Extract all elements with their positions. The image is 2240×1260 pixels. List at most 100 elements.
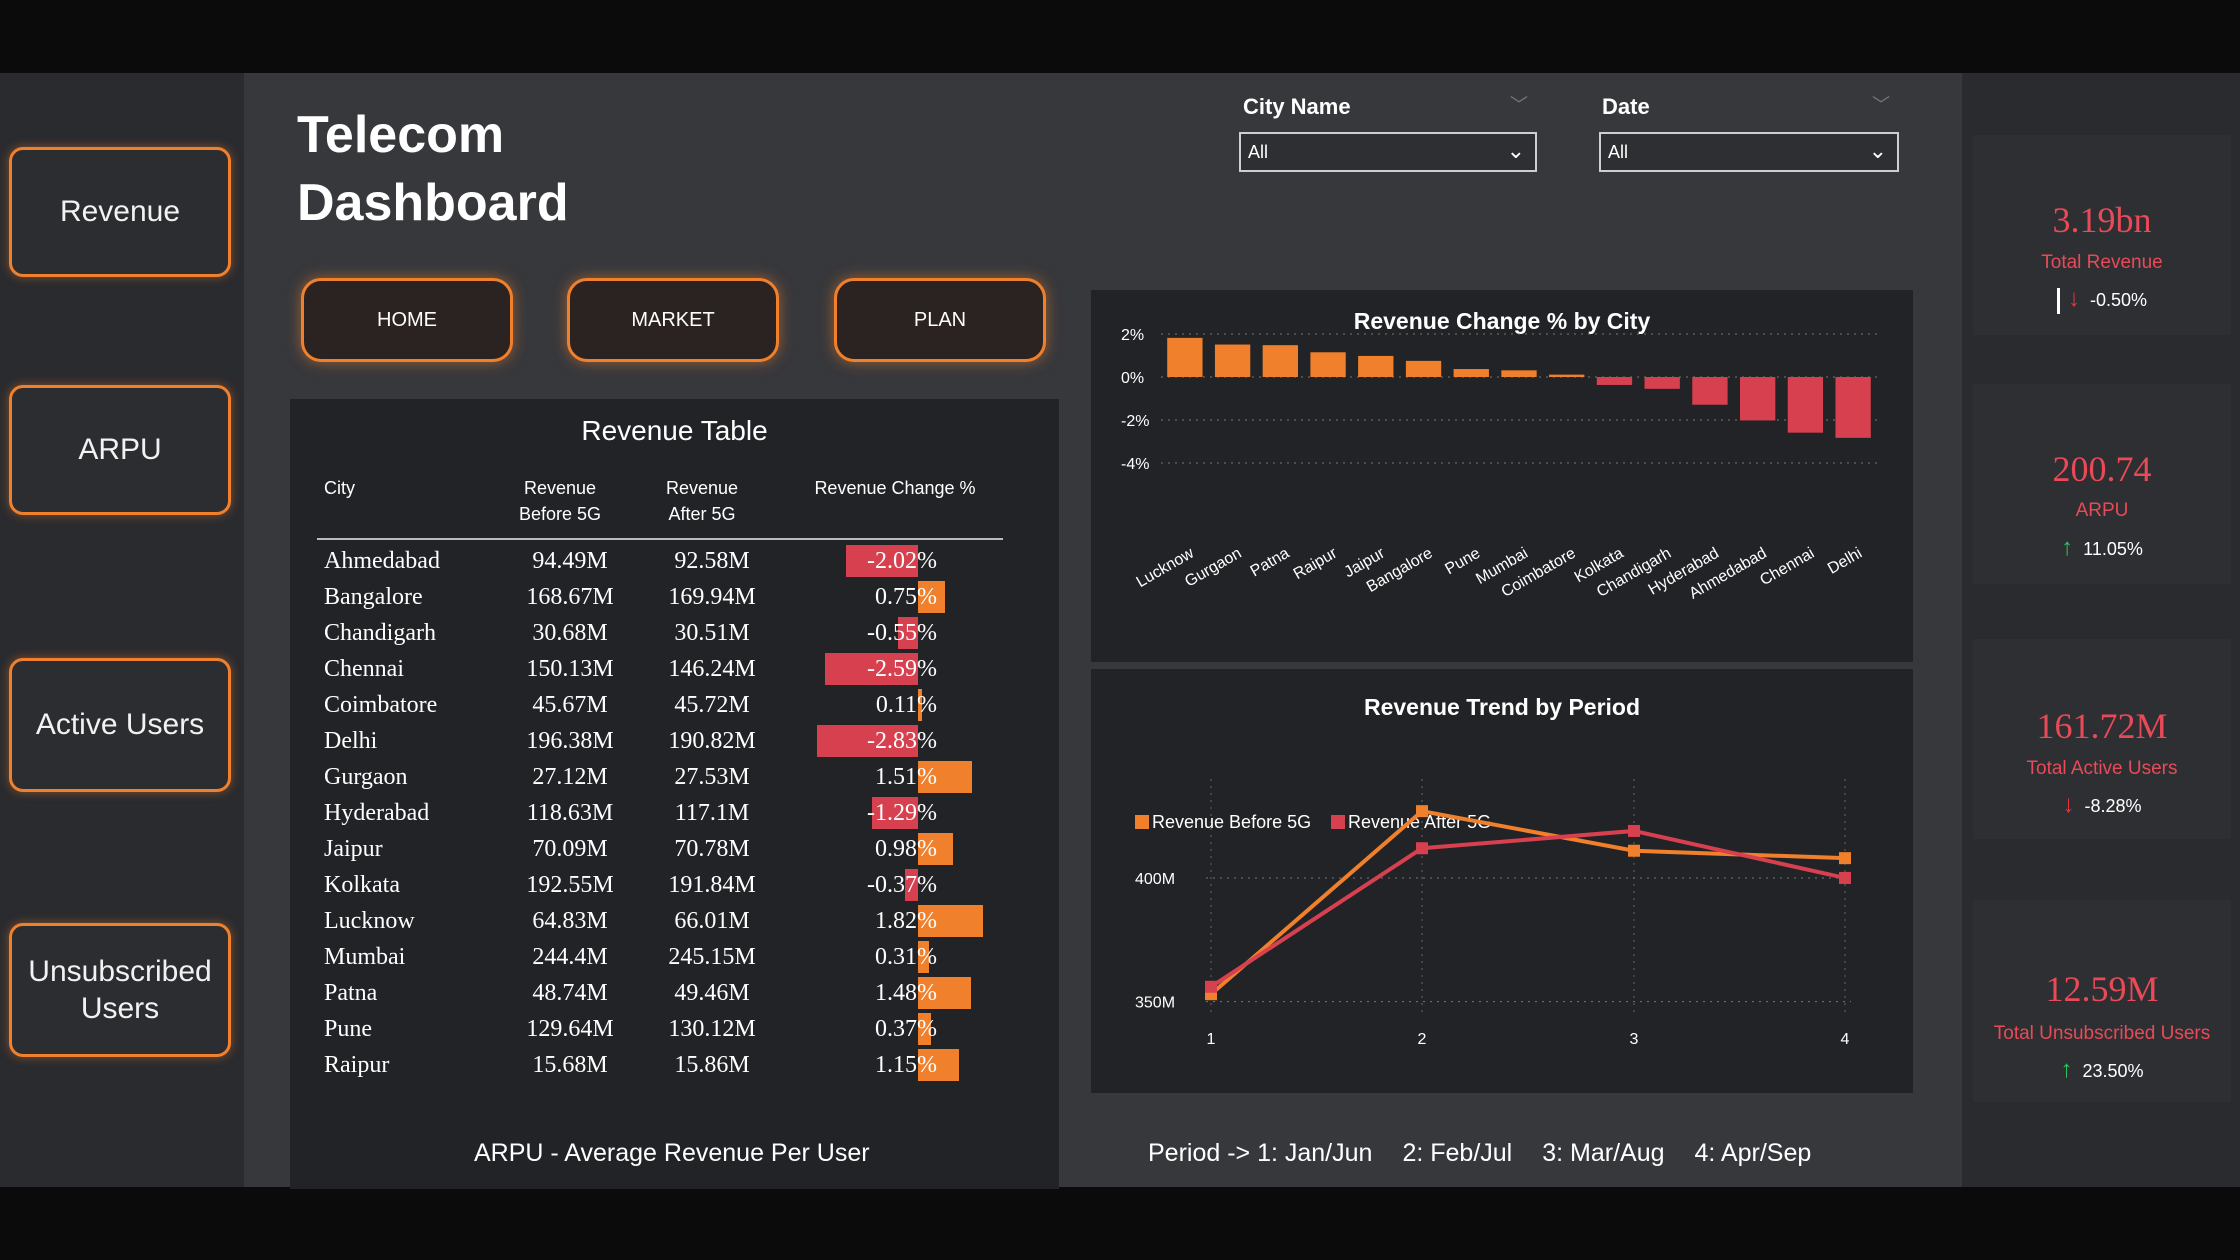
revenue-after-cell: 49.46M: [674, 980, 750, 1006]
bar-patna[interactable]: [1262, 345, 1298, 377]
bar-gurgaon[interactable]: [1214, 344, 1251, 377]
revenue-change-cell: 1.15%: [875, 1052, 937, 1078]
y-tick-label: -2%: [1121, 413, 1149, 430]
bar-hyderabad[interactable]: [1692, 377, 1728, 405]
revenue-before-cell: 27.12M: [532, 764, 608, 790]
data-point[interactable]: [1416, 842, 1428, 855]
data-point[interactable]: [1416, 805, 1428, 818]
plan-button[interactable]: PLAN: [834, 278, 1046, 362]
revenue-change-chart-panel: Revenue Change % by City 2% 0% -2% -4% Luckn…: [1091, 290, 1913, 662]
table-row[interactable]: Kolkata 192.55M 191.84M -0.37%: [290, 867, 1059, 903]
city-filter-value: All: [1248, 141, 1269, 162]
bar-ahmedabad[interactable]: [1740, 377, 1776, 421]
column-header-revenue-after[interactable]: Revenue After 5G: [622, 475, 782, 527]
home-button[interactable]: HOME: [301, 278, 513, 362]
revenue-before-cell: 15.68M: [532, 1052, 608, 1078]
revenue-after-cell: 66.01M: [674, 908, 750, 934]
revenue-before-cell: 94.49M: [532, 548, 608, 574]
revenue-after-cell: 146.24M: [668, 656, 756, 682]
dashboard-canvas: Revenue ARPU Active Users Unsubscribed U…: [0, 73, 2240, 1189]
table-row[interactable]: Mumbai 244.4M 245.15M 0.31%: [290, 939, 1059, 975]
x-tick-label: 2: [1418, 1031, 1427, 1048]
table-row[interactable]: Pune 129.64M 130.12M 0.37%: [290, 1011, 1059, 1047]
sidebar-item-unsubscribed-users[interactable]: Unsubscribed Users: [9, 923, 231, 1057]
table-row[interactable]: Ahmedabad 94.49M 92.58M -2.02%: [290, 543, 1059, 579]
data-point[interactable]: [1839, 852, 1851, 865]
sidebar-item-active-users[interactable]: Active Users: [9, 658, 231, 792]
change-bar: [898, 617, 918, 649]
city-cell: Hyderabad: [324, 800, 430, 826]
bar-pune[interactable]: [1453, 369, 1489, 377]
revenue-before-cell: 30.68M: [532, 620, 608, 646]
bar-raipur[interactable]: [1310, 352, 1346, 377]
data-point[interactable]: [1628, 824, 1640, 837]
table-row[interactable]: Lucknow 64.83M 66.01M 1.82%: [290, 903, 1059, 939]
legend-label: Revenue Before 5G: [1152, 812, 1311, 832]
bar-bangalore[interactable]: [1405, 360, 1442, 377]
revenue-after-cell: 191.84M: [668, 872, 756, 898]
revenue-change-cell: 1.82%: [875, 908, 937, 934]
city-cell: Bangalore: [324, 584, 423, 610]
kpi-card-total-active-users: 161.72M Total Active Users ↓ -8.28%: [1973, 639, 2231, 839]
data-point[interactable]: [1628, 844, 1640, 857]
table-row[interactable]: Hyderabad 118.63M 117.1M -1.29%: [290, 795, 1059, 831]
bar-jaipur[interactable]: [1358, 355, 1394, 377]
bar-chennai[interactable]: [1787, 377, 1824, 433]
table-row[interactable]: Bangalore 168.67M 169.94M 0.75%: [290, 579, 1059, 615]
city-cell: Raipur: [324, 1052, 390, 1078]
date-filter-dropdown[interactable]: All ⌄: [1599, 132, 1899, 172]
column-header-revenue-before[interactable]: Revenue Before 5G: [480, 475, 640, 527]
change-bar: [918, 581, 945, 613]
revenue-change-cell: 1.51%: [875, 764, 937, 790]
city-cell: Chandigarh: [324, 620, 436, 646]
table-row[interactable]: Chandigarh 30.68M 30.51M -0.55%: [290, 615, 1059, 651]
change-bar: [845, 545, 918, 577]
revenue-before-cell: 168.67M: [526, 584, 614, 610]
revenue-before-cell: 45.67M: [532, 692, 608, 718]
cursor-bar: [2056, 288, 2060, 315]
revenue-after-cell: 27.53M: [674, 764, 750, 790]
bar-coimbatore[interactable]: [1549, 374, 1585, 377]
period-legend: Period -> 1: Jan/Jun 2: Feb/Jul 3: Mar/Aug…: [1148, 1139, 1811, 1168]
bar-kolkata[interactable]: [1596, 377, 1633, 385]
table-row[interactable]: Patna 48.74M 49.46M 1.48%: [290, 975, 1059, 1011]
bar-lucknow[interactable]: [1167, 337, 1203, 377]
period-legend-item: 4: Apr/Sep: [1694, 1139, 1812, 1167]
revenue-change-cell: 0.31%: [875, 944, 937, 970]
table-row[interactable]: Raipur 15.68M 15.86M 1.15%: [290, 1047, 1059, 1083]
table-row[interactable]: Jaipur 70.09M 70.78M 0.98%: [290, 831, 1059, 867]
kpi-label: Total Active Users: [2026, 758, 2178, 779]
kpi-change-value: 23.50%: [2082, 1061, 2144, 1081]
sidebar-item-label: Users: [80, 992, 160, 1025]
column-header-city[interactable]: City: [324, 478, 355, 498]
period-legend-item: Period -> 1: Jan/Jun: [1148, 1139, 1373, 1167]
chevron-down-icon[interactable]: ﹀: [1510, 95, 1528, 116]
revenue-before-cell: 244.4M: [532, 944, 608, 970]
bar-delhi[interactable]: [1835, 377, 1871, 438]
table-row[interactable]: Coimbatore 45.67M 45.72M 0.11%: [290, 687, 1059, 723]
left-sidebar: Revenue ARPU Active Users Unsubscribed U…: [0, 73, 244, 1187]
chevron-down-icon[interactable]: ﹀: [1872, 95, 1890, 116]
city-cell: Chennai: [324, 656, 404, 682]
series-line-after-5g[interactable]: [1209, 828, 1846, 989]
change-bar: [918, 761, 973, 793]
table-row[interactable]: Gurgaon 27.12M 27.53M 1.51%: [290, 759, 1059, 795]
page-title: Telecom Dashboard: [297, 101, 569, 237]
data-point[interactable]: [1839, 871, 1851, 884]
data-point[interactable]: [1205, 980, 1217, 993]
date-filter-value: All: [1608, 141, 1629, 162]
revenue-change-cell: -1.29%: [867, 800, 937, 826]
city-filter-dropdown[interactable]: All ⌄: [1239, 132, 1537, 172]
table-row[interactable]: Chennai 150.13M 146.24M -2.59%: [290, 651, 1059, 687]
market-button[interactable]: MARKET: [567, 278, 779, 362]
sidebar-item-revenue[interactable]: Revenue: [9, 147, 231, 277]
revenue-change-cell: 0.98%: [875, 836, 937, 862]
change-bar: [918, 977, 971, 1009]
column-header-revenue-change[interactable]: Revenue Change %: [814, 478, 976, 498]
change-bar: [871, 797, 918, 829]
table-row[interactable]: Delhi 196.38M 190.82M -2.83%: [290, 723, 1059, 759]
bar-chandigarh[interactable]: [1644, 377, 1680, 389]
bar-mumbai[interactable]: [1501, 370, 1537, 377]
sidebar-item-arpu[interactable]: ARPU: [9, 385, 231, 515]
revenue-after-cell: 169.94M: [668, 584, 756, 610]
